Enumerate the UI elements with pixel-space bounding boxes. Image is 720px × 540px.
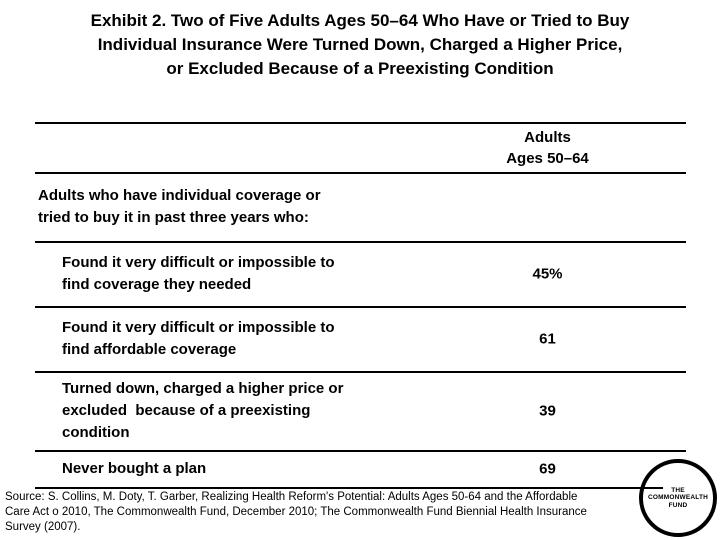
commonwealth-fund-logo: THE COMMONWEALTH FUND bbox=[639, 459, 717, 537]
table-rule-3 bbox=[35, 450, 686, 452]
logo-line-fund: FUND bbox=[668, 501, 688, 509]
source-note: Source: S. Collins, M. Doty, T. Garber, … bbox=[5, 491, 587, 533]
table-rule-below-header bbox=[35, 172, 686, 174]
table-rule-2 bbox=[35, 371, 686, 373]
table-rule-bottom bbox=[35, 487, 663, 489]
row-value: 39 bbox=[539, 402, 556, 420]
table-row-never-bought-plan: Never bought a plan 69 bbox=[0, 452, 720, 486]
row-label: Found it very difficult or impossible to… bbox=[62, 319, 335, 358]
table-header-row: Adults Ages 50–64 bbox=[0, 124, 720, 172]
table-intro-label: Adults who have individual coverage or t… bbox=[38, 187, 321, 226]
row-value: 45% bbox=[532, 265, 563, 283]
table-rule-below-intro bbox=[35, 241, 686, 243]
row-label: Turned down, charged a higher price or e… bbox=[62, 380, 344, 441]
row-value: 61 bbox=[539, 330, 556, 348]
table-row-turned-down-preexisting: Turned down, charged a higher price or e… bbox=[0, 373, 720, 449]
slide-title: Exhibit 2. Two of Five Adults Ages 50–64… bbox=[90, 11, 630, 78]
table-rule-1 bbox=[35, 306, 686, 308]
table-row-difficult-find-coverage: Found it very difficult or impossible to… bbox=[0, 243, 720, 305]
logo-line-commonwealth: COMMONWEALTH bbox=[647, 494, 709, 502]
logo-line-the: THE bbox=[671, 486, 685, 494]
table-intro-row: Adults who have individual coverage or t… bbox=[0, 174, 720, 240]
row-label: Found it very difficult or impossible to… bbox=[62, 254, 335, 293]
row-value: 69 bbox=[539, 460, 556, 478]
table-rule-top bbox=[35, 122, 686, 124]
table-row-difficult-affordable-coverage: Found it very difficult or impossible to… bbox=[0, 308, 720, 370]
column-header-adults-ages-50-64: Adults Ages 50–64 bbox=[506, 129, 589, 167]
row-label: Never bought a plan bbox=[62, 460, 207, 477]
